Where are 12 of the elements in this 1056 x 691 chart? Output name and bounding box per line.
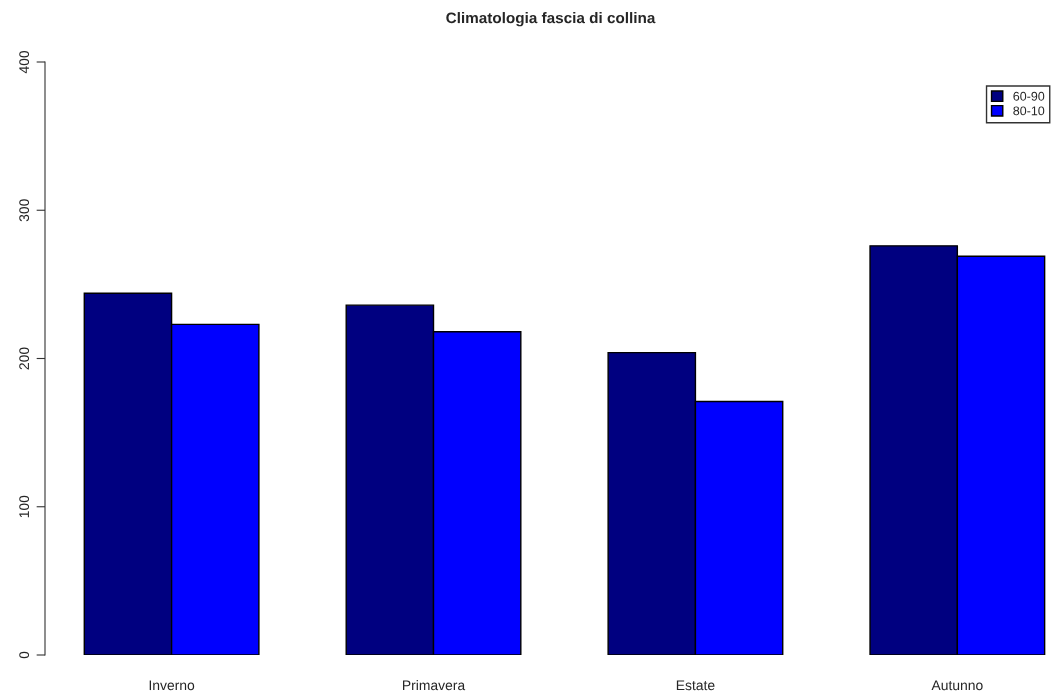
chart-title: Climatologia fascia di collina — [446, 12, 656, 27]
y-tick-label: 0 — [19, 651, 30, 659]
legend-label: 80-10 — [1013, 106, 1045, 116]
y-tick-label: 100 — [19, 495, 30, 518]
y-tick-label: 200 — [19, 347, 30, 370]
x-tick-label: Autunno — [931, 680, 983, 691]
x-tick-label: Primavera — [403, 680, 466, 691]
y-tick-label: 300 — [19, 199, 30, 222]
y-tick-label: 400 — [19, 50, 30, 74]
x-tick-label: Estate — [676, 680, 715, 691]
x-tick-label: Inverno — [149, 680, 195, 691]
legend-label: 60-90 — [1013, 91, 1045, 101]
